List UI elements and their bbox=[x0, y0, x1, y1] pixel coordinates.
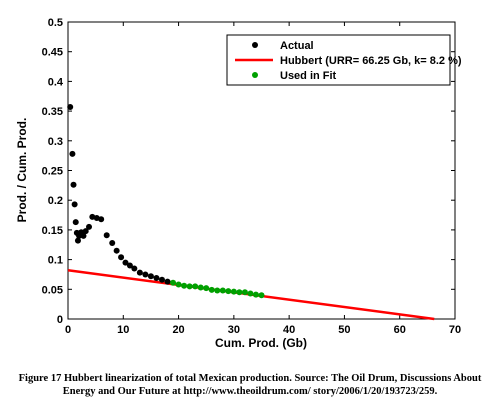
used-in-fit-point bbox=[214, 287, 221, 294]
actual-point bbox=[153, 275, 160, 282]
actual-point bbox=[122, 259, 129, 266]
actual-point bbox=[82, 228, 89, 235]
used-in-fit-point bbox=[175, 281, 182, 288]
y-tick-label: 0.05 bbox=[42, 284, 63, 296]
actual-point bbox=[142, 271, 149, 278]
actual-point bbox=[118, 254, 125, 261]
actual-point bbox=[147, 273, 154, 280]
actual-point bbox=[109, 239, 116, 246]
x-tick-label: 20 bbox=[172, 324, 184, 336]
actual-point bbox=[98, 216, 105, 223]
actual-point bbox=[71, 201, 78, 208]
figure-caption: Figure 17 Hubbert linearization of total… bbox=[8, 372, 492, 398]
legend-label-used-in-fit: Used in Fit bbox=[280, 70, 337, 82]
used-in-fit-point bbox=[203, 285, 210, 292]
actual-point bbox=[70, 181, 77, 188]
actual-point bbox=[74, 237, 81, 244]
actual-point bbox=[131, 265, 138, 272]
actual-point bbox=[158, 276, 165, 283]
used-in-fit-point bbox=[252, 291, 259, 298]
actual-point bbox=[80, 232, 87, 239]
x-tick-label: 0 bbox=[65, 324, 71, 336]
x-tick-label: 50 bbox=[338, 324, 350, 336]
used-in-fit-point bbox=[225, 288, 232, 295]
y-tick-label: 0.25 bbox=[42, 166, 63, 178]
actual-point bbox=[103, 232, 110, 239]
used-in-fit-point bbox=[192, 283, 199, 290]
y-tick-label: 0.1 bbox=[48, 255, 63, 267]
y-tick-label: 0 bbox=[57, 314, 63, 326]
legend-marker-used-in-fit bbox=[252, 72, 258, 78]
legend-label-actual: Actual bbox=[280, 40, 314, 52]
y-tick-label: 0.5 bbox=[48, 17, 63, 29]
caption-line-1: Figure 17 Hubbert linearization of total… bbox=[18, 373, 482, 384]
y-tick-label: 0.2 bbox=[48, 195, 63, 207]
x-tick-label: 60 bbox=[394, 324, 406, 336]
actual-point bbox=[86, 223, 93, 230]
actual-point bbox=[136, 269, 143, 276]
legend-label-hubbert: Hubbert (URR= 66.25 Gb, k= 8.2 %) bbox=[280, 55, 462, 67]
x-axis-label: Cum. Prod. (Gb) bbox=[215, 336, 307, 350]
actual-point bbox=[113, 247, 120, 254]
actual-point bbox=[69, 150, 76, 157]
x-tick-label: 30 bbox=[228, 324, 240, 336]
data-points-layer bbox=[67, 103, 265, 299]
x-tick-label: 40 bbox=[283, 324, 295, 336]
legend: Actual Hubbert (URR= 66.25 Gb, k= 8.2 %)… bbox=[226, 34, 462, 86]
used-in-fit-point bbox=[186, 283, 193, 290]
caption-line-2: Energy and Our Future at http://www.theo… bbox=[62, 386, 438, 397]
used-in-fit-point bbox=[181, 282, 188, 289]
used-in-fit-point bbox=[247, 290, 254, 297]
used-in-fit-point bbox=[258, 292, 265, 299]
actual-point bbox=[164, 278, 171, 285]
y-tick-label: 0.4 bbox=[48, 76, 64, 88]
y-tick-label: 0.15 bbox=[42, 225, 63, 237]
y-tick-label: 0.45 bbox=[42, 47, 63, 59]
y-axis-label: Prod. / Cum. Prod. bbox=[15, 118, 29, 223]
used-in-fit-point bbox=[170, 279, 177, 286]
used-in-fit-point bbox=[241, 289, 248, 296]
actual-point bbox=[72, 219, 79, 226]
legend-marker-actual bbox=[252, 42, 258, 48]
actual-point bbox=[126, 262, 133, 269]
used-in-fit-point bbox=[208, 286, 215, 293]
actual-point bbox=[67, 103, 74, 110]
x-tick-label: 10 bbox=[117, 324, 129, 336]
y-tick-label: 0.35 bbox=[42, 106, 63, 118]
hubbert-chart: 0 10 20 30 40 50 60 70 0 0.05 0.1 0.15 0.2 0.25 0.3 0.3… bbox=[15, 17, 462, 350]
used-in-fit-point bbox=[236, 289, 243, 296]
axis-ticks: 0 10 20 30 40 50 60 70 0 0.05 0.1 0.15 0.2 0.25 0.3 0.3… bbox=[42, 17, 462, 336]
used-in-fit-point bbox=[219, 287, 226, 294]
used-in-fit-point bbox=[197, 284, 204, 291]
x-tick-label: 70 bbox=[449, 324, 461, 336]
used-in-fit-point bbox=[230, 288, 237, 295]
y-tick-label: 0.3 bbox=[48, 136, 63, 148]
